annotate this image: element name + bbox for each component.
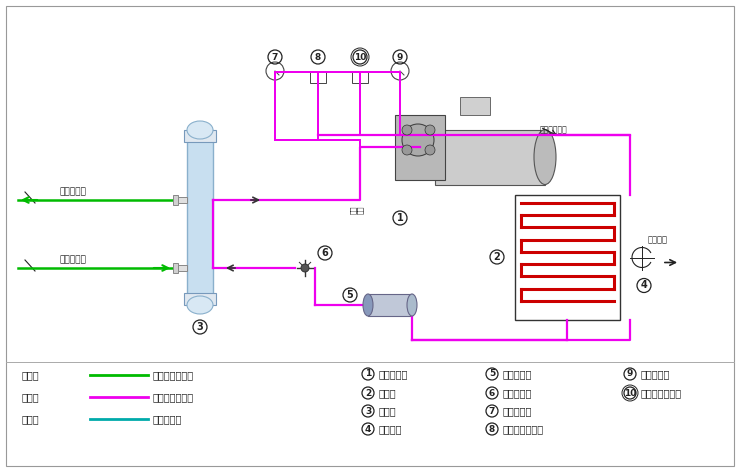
Ellipse shape — [363, 294, 373, 316]
Text: 风冷流向: 风冷流向 — [648, 235, 668, 244]
Text: 红色线: 红色线 — [22, 392, 40, 402]
Text: 4: 4 — [641, 280, 648, 290]
Bar — [435, 130, 545, 185]
Circle shape — [425, 125, 435, 135]
Text: 9: 9 — [627, 370, 633, 379]
Ellipse shape — [187, 296, 213, 314]
Text: 蓝色线: 蓝色线 — [22, 414, 40, 424]
Bar — [178, 265, 187, 271]
Bar — [184, 130, 216, 142]
Text: 10: 10 — [624, 388, 636, 397]
Text: 8: 8 — [489, 424, 495, 433]
Text: 干燥过滤器: 干燥过滤器 — [503, 369, 532, 379]
Circle shape — [301, 264, 309, 272]
Text: 5: 5 — [346, 290, 354, 300]
Text: 载冷剂流入: 载冷剂流入 — [60, 255, 87, 264]
Text: 衔发器: 衔发器 — [379, 406, 397, 416]
Bar — [184, 293, 216, 305]
Text: 7: 7 — [489, 406, 495, 415]
Bar — [515, 195, 620, 320]
Ellipse shape — [187, 121, 213, 139]
Text: 水循环回路: 水循环回路 — [153, 414, 182, 424]
Text: 3: 3 — [365, 406, 371, 415]
Text: 低压
吸气: 低压 吸气 — [350, 206, 364, 214]
Bar — [368, 294, 412, 316]
Circle shape — [402, 125, 412, 135]
Circle shape — [425, 145, 435, 155]
Bar — [352, 71, 368, 83]
Text: 冷却风扇: 冷却风扇 — [379, 424, 403, 434]
Circle shape — [402, 145, 412, 155]
Text: 高压压力表: 高压压力表 — [641, 369, 670, 379]
Text: 供液膨胀阀: 供液膨胀阀 — [503, 388, 532, 398]
Bar — [460, 97, 490, 115]
Text: 6: 6 — [322, 248, 329, 258]
Text: 制冷剂循环回路: 制冷剂循环回路 — [153, 392, 194, 402]
Text: 7: 7 — [272, 52, 278, 61]
Text: 9: 9 — [397, 52, 403, 61]
Text: 高压压力控制器: 高压压力控制器 — [641, 388, 682, 398]
Text: 5: 5 — [489, 370, 495, 379]
Text: 1: 1 — [365, 370, 371, 379]
Ellipse shape — [534, 129, 556, 185]
Bar — [310, 71, 326, 83]
Bar — [187, 130, 213, 305]
Bar — [173, 263, 178, 273]
Text: 载冷剂循环回路: 载冷剂循环回路 — [153, 370, 194, 380]
Circle shape — [402, 124, 434, 156]
Text: 2: 2 — [494, 252, 500, 262]
Text: 6: 6 — [489, 388, 495, 397]
Text: 4: 4 — [365, 424, 371, 433]
Text: 载冷剂出口: 载冷剂出口 — [60, 187, 87, 196]
Text: 低压压力表: 低压压力表 — [503, 406, 532, 416]
Text: 蜗杆压缩机: 蜗杆压缩机 — [379, 369, 408, 379]
Text: 绿色线: 绿色线 — [22, 370, 40, 380]
Bar — [395, 115, 445, 180]
Ellipse shape — [407, 294, 417, 316]
Bar — [178, 197, 187, 203]
Text: 3: 3 — [197, 322, 204, 332]
Text: 8: 8 — [315, 52, 321, 61]
Bar — [173, 195, 178, 205]
Text: 1: 1 — [397, 213, 403, 223]
Text: 低压压力控制器: 低压压力控制器 — [503, 424, 544, 434]
Text: 高压排气通阀: 高压排气通阀 — [540, 126, 568, 135]
Text: 10: 10 — [354, 52, 366, 61]
Text: 冷凝器: 冷凝器 — [379, 388, 397, 398]
Text: 2: 2 — [365, 388, 371, 397]
